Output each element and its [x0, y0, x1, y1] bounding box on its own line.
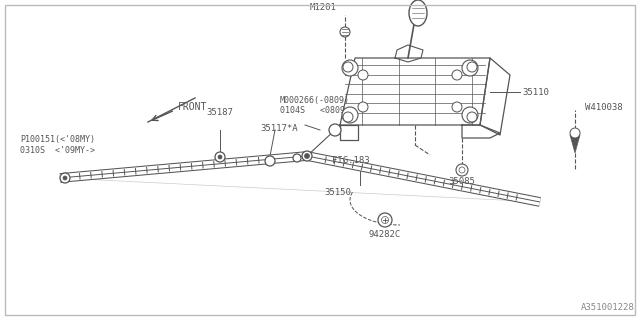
Circle shape	[343, 112, 353, 122]
Polygon shape	[570, 135, 580, 153]
Circle shape	[343, 62, 353, 72]
Circle shape	[452, 70, 462, 80]
Circle shape	[305, 154, 310, 158]
Circle shape	[218, 155, 222, 159]
Circle shape	[358, 102, 368, 112]
Circle shape	[342, 60, 358, 76]
Text: W410038: W410038	[585, 102, 623, 111]
Text: M000266(-0809)
0104S   <0809->: M000266(-0809) 0104S <0809->	[280, 96, 355, 115]
Text: P100151(<'08MY)
0310S  <'09MY->: P100151(<'08MY) 0310S <'09MY->	[20, 135, 95, 155]
Circle shape	[570, 128, 580, 138]
Circle shape	[340, 27, 350, 37]
Circle shape	[342, 107, 358, 123]
Circle shape	[462, 107, 478, 123]
Circle shape	[63, 176, 67, 180]
Circle shape	[215, 152, 225, 162]
Text: FRONT: FRONT	[178, 102, 207, 112]
Circle shape	[452, 102, 462, 112]
Circle shape	[265, 156, 275, 166]
Circle shape	[456, 164, 468, 176]
Text: 35187: 35187	[207, 108, 234, 117]
Text: 35117*A: 35117*A	[260, 124, 298, 132]
Text: 35150: 35150	[324, 188, 351, 197]
Text: 94282C: 94282C	[369, 230, 401, 239]
Circle shape	[381, 217, 388, 223]
Text: 35085: 35085	[449, 177, 476, 186]
Text: FIG.183: FIG.183	[332, 156, 370, 164]
Text: 35110: 35110	[522, 87, 549, 97]
Circle shape	[302, 151, 312, 161]
Circle shape	[467, 62, 477, 72]
Circle shape	[329, 124, 341, 136]
Text: M1201: M1201	[310, 3, 337, 12]
Circle shape	[60, 173, 70, 183]
Circle shape	[459, 167, 465, 173]
Ellipse shape	[409, 0, 427, 26]
Circle shape	[293, 154, 301, 162]
Circle shape	[467, 112, 477, 122]
Circle shape	[462, 60, 478, 76]
Circle shape	[378, 213, 392, 227]
Circle shape	[358, 70, 368, 80]
Text: A351001228: A351001228	[581, 303, 635, 312]
